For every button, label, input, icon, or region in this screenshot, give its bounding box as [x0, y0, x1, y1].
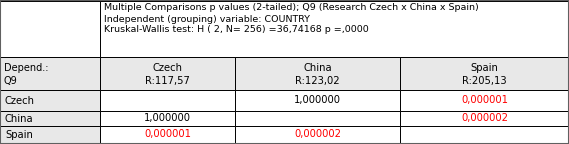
- Bar: [0, 57, 100, 90]
- Bar: [0, 90, 100, 111]
- Bar: [235, 126, 400, 143]
- Text: R:205,13: R:205,13: [462, 76, 507, 86]
- Text: Q9: Q9: [4, 76, 18, 86]
- Text: 0,000002: 0,000002: [294, 129, 341, 140]
- Text: R:117,57: R:117,57: [145, 76, 190, 86]
- Bar: [400, 57, 569, 90]
- Text: China: China: [303, 62, 332, 73]
- Bar: [0, 126, 100, 143]
- Text: 0,000001: 0,000001: [461, 95, 508, 106]
- Bar: [100, 57, 235, 90]
- Text: China: China: [5, 113, 34, 124]
- Text: 0,000001: 0,000001: [144, 129, 191, 140]
- Bar: [100, 1, 569, 57]
- Text: 1,000000: 1,000000: [294, 95, 341, 106]
- Text: Czech: Czech: [152, 62, 183, 73]
- Text: 0,000002: 0,000002: [461, 113, 508, 124]
- Bar: [235, 90, 400, 111]
- Bar: [0, 111, 100, 126]
- Bar: [0, 1, 100, 57]
- Text: Depend.:: Depend.:: [4, 62, 48, 73]
- Text: 1,000000: 1,000000: [144, 113, 191, 124]
- Text: Kruskal-Wallis test: H ( 2, N= 256) =36,74168 p =,0000: Kruskal-Wallis test: H ( 2, N= 256) =36,…: [104, 25, 369, 35]
- Bar: [235, 57, 400, 90]
- Bar: [100, 90, 235, 111]
- Text: R:123,02: R:123,02: [295, 76, 340, 86]
- Text: Spain: Spain: [5, 129, 33, 140]
- Text: Spain: Spain: [471, 62, 498, 73]
- Bar: [235, 111, 400, 126]
- Bar: [100, 111, 235, 126]
- Text: Czech: Czech: [5, 95, 35, 106]
- Bar: [400, 111, 569, 126]
- Bar: [400, 126, 569, 143]
- Text: Independent (grouping) variable: COUNTRY: Independent (grouping) variable: COUNTRY: [104, 15, 310, 23]
- Text: Multiple Comparisons p values (2-tailed); Q9 (Research Czech x China x Spain): Multiple Comparisons p values (2-tailed)…: [104, 3, 479, 13]
- Bar: [400, 90, 569, 111]
- Bar: [100, 126, 235, 143]
